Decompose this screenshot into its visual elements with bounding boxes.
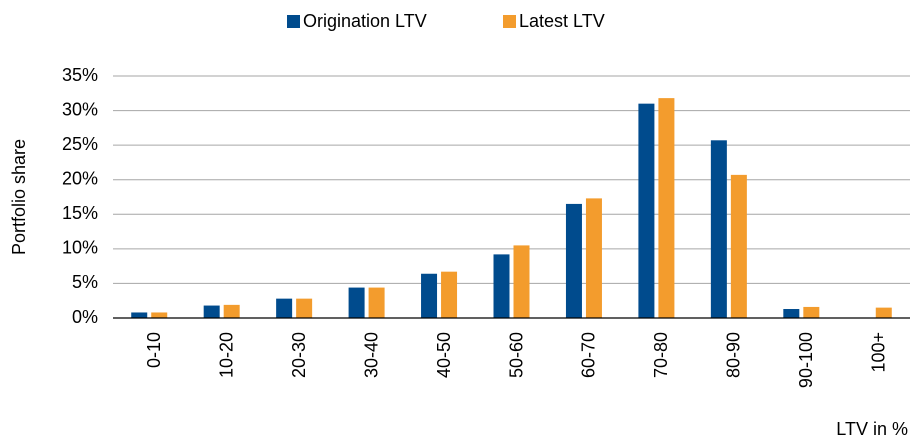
bar	[638, 103, 655, 319]
bar	[203, 305, 220, 318]
bar	[348, 287, 365, 318]
legend-swatch	[287, 15, 300, 28]
bar	[710, 140, 727, 318]
bar	[276, 298, 293, 318]
y-tick-label: 25%	[62, 134, 98, 154]
x-tick-label: 20-30	[289, 332, 309, 378]
y-tick-label: 0%	[72, 307, 98, 327]
x-tick-label: 90-100	[796, 332, 816, 388]
y-tick-label: 5%	[72, 272, 98, 292]
y-tick-label: 10%	[62, 238, 98, 258]
x-tick-label: 80-90	[724, 332, 744, 378]
x-tick-label: 0-10	[144, 332, 164, 368]
bar	[368, 287, 385, 318]
bar	[513, 245, 530, 318]
bar	[151, 312, 168, 318]
x-tick-label: 40-50	[434, 332, 454, 378]
x-axis-label: LTV in %	[836, 419, 908, 439]
bar	[296, 298, 313, 318]
y-axis-label: Portfolio share	[9, 139, 29, 255]
y-tick-label: 20%	[62, 168, 98, 188]
bar	[421, 273, 438, 318]
y-tick-label: 35%	[62, 65, 98, 85]
bar	[875, 307, 892, 318]
x-tick-label: 70-80	[651, 332, 671, 378]
y-tick-label: 15%	[62, 203, 98, 223]
x-tick-label: 30-40	[361, 332, 381, 378]
y-tick-label: 30%	[62, 99, 98, 119]
x-tick-label: 10-20	[216, 332, 236, 378]
legend-label: Origination LTV	[303, 11, 427, 31]
bar	[131, 312, 148, 318]
bar	[585, 198, 602, 318]
x-tick-label: 50-60	[506, 332, 526, 378]
bar	[803, 306, 820, 318]
legend-swatch	[503, 15, 516, 28]
x-tick-label: 60-70	[579, 332, 599, 378]
x-tick-label: 100+	[869, 332, 889, 373]
bar	[441, 271, 458, 318]
legend-label: Latest LTV	[519, 11, 605, 31]
bar	[493, 254, 510, 318]
bar	[730, 174, 747, 318]
bar	[783, 309, 800, 318]
bar	[223, 304, 240, 318]
bar	[565, 203, 582, 318]
bar	[658, 98, 675, 318]
